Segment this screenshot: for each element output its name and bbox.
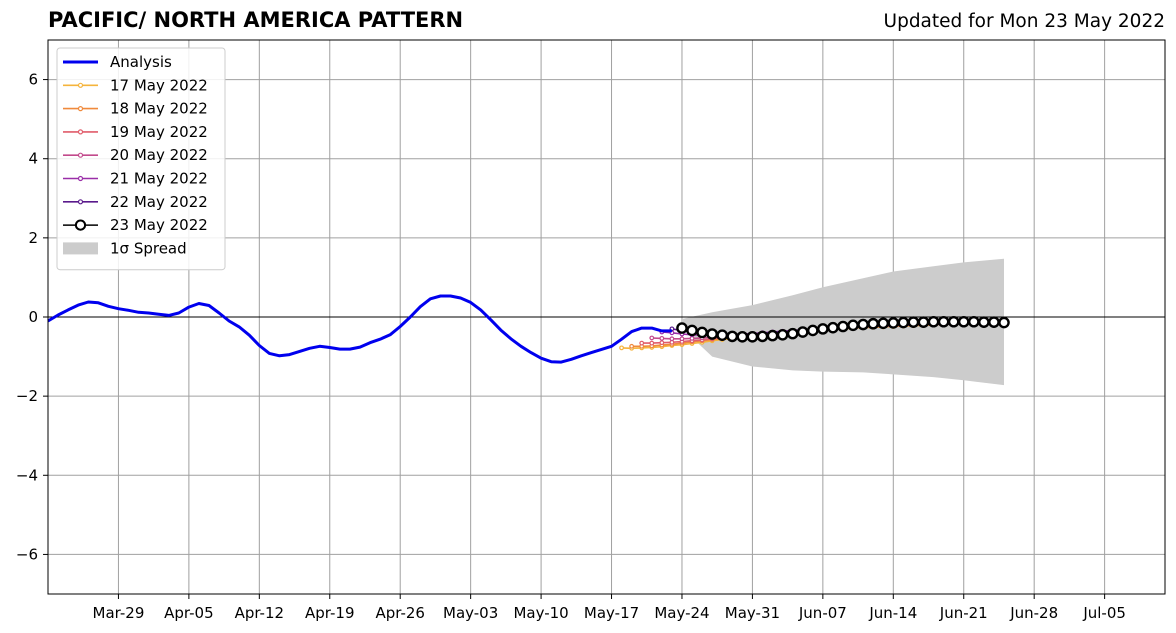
current-forecast-point: [837, 320, 849, 333]
forecast-point: [619, 345, 624, 351]
legend-label: 17 May 2022: [110, 76, 208, 94]
current-forecast-point: [706, 328, 718, 340]
legend-label: 23 May 2022: [110, 216, 208, 234]
current-forecast-point: [796, 326, 809, 338]
current-forecast-point: [827, 321, 839, 334]
forecast-point: [649, 335, 655, 341]
current-forecast-point: [817, 323, 829, 335]
legend-swatch-marker: [77, 105, 84, 112]
legend-label: 20 May 2022: [110, 146, 208, 164]
current-forecast-point: [927, 315, 940, 328]
x-tick-label: Mar-29: [93, 604, 145, 622]
series-layer: [47, 294, 1010, 364]
x-tick-label: Apr-05: [164, 604, 214, 622]
x-tick-label: Apr-26: [375, 604, 425, 622]
current-forecast-point: [736, 330, 749, 343]
x-tick-label: May-31: [725, 604, 780, 622]
x-tick-label: Jul-05: [1082, 604, 1126, 622]
current-forecast-point: [676, 322, 688, 334]
current-forecast-point: [867, 317, 879, 330]
forecast-point: [629, 343, 635, 349]
legend-label: Analysis: [110, 53, 172, 71]
forecast-point: [639, 340, 645, 346]
current-forecast-point: [696, 326, 708, 339]
forecast-point: [649, 340, 655, 346]
x-tick-label: Apr-12: [235, 604, 285, 622]
current-forecast-point: [957, 315, 970, 328]
current-forecast-point: [978, 316, 990, 328]
y-tick-label: 6: [28, 71, 38, 89]
current-forecast-point: [766, 329, 779, 342]
legend-swatch: [63, 242, 98, 255]
current-forecast-point: [756, 330, 769, 343]
legend-label: 18 May 2022: [110, 100, 208, 118]
legend-swatch-marker: [77, 82, 84, 88]
chart-title: PACIFIC/ NORTH AMERICA PATTERN: [48, 8, 464, 32]
legend-swatch-marker: [77, 152, 84, 158]
current-forecast-point: [806, 324, 819, 337]
x-tick-label: May-17: [584, 604, 639, 622]
y-tick-label: −4: [16, 466, 38, 484]
axis-ticks: Mar-29 Apr-05 Apr-12 Apr-19 Apr-26 May-03 May-…: [16, 71, 1126, 622]
current-forecast-point: [686, 324, 698, 337]
x-tick-label: Jun-28: [1009, 604, 1058, 622]
x-tick-label: May-24: [654, 604, 709, 622]
forecast-point: [679, 336, 685, 342]
forecast-point: [669, 336, 675, 342]
legend-swatch-marker: [74, 219, 87, 231]
current-forecast-point: [998, 316, 1010, 329]
current-forecast-point: [968, 315, 980, 328]
current-forecast-point: [937, 315, 950, 328]
current-forecast-point: [776, 329, 789, 341]
x-tick-label: Jun-14: [868, 604, 917, 622]
current-forecast-point: [786, 327, 799, 340]
current-forecast-point: [988, 316, 1000, 328]
forecast-point: [659, 335, 665, 341]
forecast-point: [659, 340, 665, 346]
legend-swatch-marker: [77, 129, 84, 135]
current-forecast-point: [897, 316, 910, 329]
x-tick-label: Apr-19: [305, 604, 355, 622]
current-forecast-point: [877, 317, 890, 330]
legend: Analysis 17 May 2022 18 May 2022 19 May 202…: [56, 47, 226, 271]
y-tick-label: −2: [16, 387, 38, 405]
legend-label: 22 May 2022: [110, 193, 208, 211]
y-tick-label: 4: [28, 150, 38, 168]
current-forecast-point: [887, 317, 900, 329]
current-forecast-point: [746, 330, 759, 343]
current-forecast-point: [907, 316, 920, 328]
legend-swatch-marker: [77, 199, 84, 205]
current-forecast-point: [847, 319, 859, 332]
current-forecast-point: [917, 316, 930, 328]
legend-swatch-marker: [77, 175, 84, 182]
current-forecast-point: [947, 315, 960, 328]
legend-label: 19 May 2022: [110, 123, 208, 141]
analysis-line: [47, 294, 672, 364]
legend-box: [56, 47, 226, 271]
chart-updated-date: Updated for Mon 23 May 2022: [883, 11, 1165, 32]
x-tick-label: Jun-21: [939, 604, 988, 622]
y-tick-label: −6: [16, 545, 38, 563]
current-forecast-point: [716, 329, 729, 342]
current-forecast-point: [857, 318, 869, 331]
legend-label: 21 May 2022: [110, 170, 208, 188]
x-tick-label: May-03: [443, 604, 498, 622]
current-forecast-point: [726, 330, 739, 343]
x-tick-label: Jun-07: [798, 604, 847, 622]
x-tick-label: May-10: [513, 604, 568, 622]
legend-label: 1σ Spread: [110, 239, 187, 257]
y-tick-label: 2: [28, 229, 38, 247]
y-tick-label: 0: [28, 308, 38, 326]
